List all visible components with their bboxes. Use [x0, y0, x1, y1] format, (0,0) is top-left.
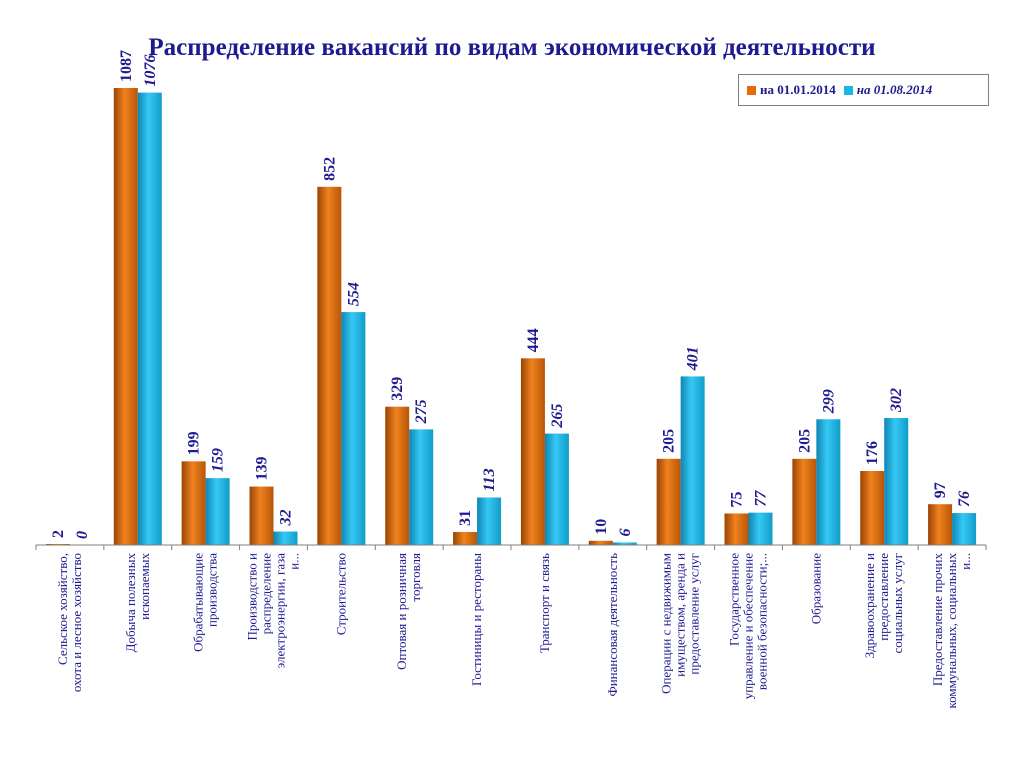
value-label-series-2: 554 — [345, 282, 362, 306]
bar-series-2 — [680, 376, 705, 545]
legend-label-series-1: на 01.01.2014 — [760, 82, 836, 97]
bar-series-1 — [249, 486, 274, 545]
value-label-series-1: 176 — [864, 441, 881, 465]
value-label-series-1: 329 — [389, 377, 406, 401]
bar-series-2 — [816, 419, 841, 545]
value-label-series-1: 1087 — [118, 50, 135, 82]
category-label: Образование — [808, 553, 823, 624]
category-label: Оптовая и розничнаяторговля — [394, 553, 423, 670]
value-label-series-2: 6 — [617, 528, 634, 536]
bar-series-1 — [928, 504, 953, 545]
x-ticks-group — [35, 545, 987, 550]
category-label: Сельское хозяйство,охота и лесное хозяйс… — [55, 553, 84, 692]
category-label: Финансовая деятельность — [605, 553, 620, 697]
bar-series-1 — [724, 513, 749, 545]
bar-series-2 — [612, 542, 637, 545]
value-label-series-2: 275 — [413, 399, 430, 424]
bar-series-2 — [205, 478, 230, 545]
bar-series-2 — [273, 531, 298, 545]
category-label: Обрабатывающиепроизводства — [191, 553, 220, 652]
bar-series-1 — [385, 406, 410, 545]
category-labels-group: Сельское хозяйство,охота и лесное хозяйс… — [55, 553, 973, 709]
bar-series-2 — [748, 512, 773, 545]
value-label-series-1: 139 — [254, 457, 271, 481]
value-label-series-2: 0 — [74, 531, 91, 539]
category-label: Здравоохранение ипредоставлениесоциальны… — [862, 553, 905, 658]
category-label: Производство ираспределениеэлектроэнерги… — [245, 553, 302, 669]
category-label: Операции с недвижимымимуществом, аренда … — [659, 553, 702, 694]
category-label: Гостиницы и рестораны — [469, 553, 484, 686]
value-label-series-1: 2 — [50, 530, 67, 538]
value-label-series-2: 159 — [210, 448, 227, 472]
category-label: Транспорт и связь — [537, 553, 552, 653]
value-label-series-1: 205 — [661, 429, 678, 453]
value-label-series-1: 205 — [796, 429, 813, 453]
bar-series-1 — [181, 461, 206, 545]
category-label: Государственноеуправление и обеспечениев… — [727, 553, 770, 700]
bar-series-1 — [860, 471, 885, 545]
bar-series-2 — [341, 312, 366, 545]
value-label-series-2: 76 — [956, 491, 973, 507]
bar-series-1 — [520, 358, 545, 545]
bar-series-2 — [137, 92, 162, 545]
value-label-series-1: 10 — [593, 519, 610, 535]
value-label-series-1: 444 — [525, 328, 542, 352]
chart-title: Распределение вакансий по видам экономич… — [148, 34, 876, 61]
bar-series-2 — [409, 429, 434, 545]
bar-series-2 — [952, 513, 977, 545]
legend: на 01.01.2014 на 01.08.2014 — [738, 74, 989, 106]
legend-item-series-2: на 01.08.2014 — [843, 82, 933, 98]
legend-swatch-blue — [843, 85, 853, 95]
category-label: Предоставление прочихкоммунальных, социа… — [930, 553, 973, 709]
bar-series-2 — [544, 433, 569, 545]
bar-series-2 — [884, 418, 909, 545]
bar-series-1 — [792, 458, 817, 545]
bar-series-1 — [588, 540, 613, 545]
bar-series-1 — [453, 531, 478, 545]
value-label-series-2: 113 — [481, 468, 498, 491]
bar-series-2 — [477, 497, 502, 545]
bar-series-1 — [317, 186, 342, 546]
value-label-series-2: 299 — [820, 389, 837, 414]
value-label-series-2: 32 — [278, 510, 295, 527]
value-label-series-1: 852 — [321, 157, 338, 181]
value-label-series-1: 199 — [186, 431, 203, 455]
value-label-series-2: 1076 — [142, 55, 159, 87]
bar-series-1 — [113, 88, 138, 545]
category-label: Строительство — [333, 553, 348, 635]
legend-swatch-orange — [747, 85, 756, 95]
value-label-series-1: 31 — [457, 510, 474, 526]
value-label-series-1: 97 — [932, 482, 949, 498]
value-label-series-2: 401 — [685, 346, 702, 371]
value-label-series-2: 265 — [549, 404, 566, 429]
bars-group — [45, 88, 977, 546]
legend-label-series-2: на 01.08.2014 — [856, 82, 933, 97]
category-label: Добыча полезныхископаемых — [123, 553, 152, 653]
value-label-series-2: 77 — [753, 490, 770, 507]
legend-item-series-1: на 01.01.2014 — [747, 82, 836, 98]
bar-series-1 — [656, 458, 681, 545]
value-label-series-2: 302 — [888, 388, 905, 413]
value-label-series-1: 75 — [729, 491, 746, 507]
